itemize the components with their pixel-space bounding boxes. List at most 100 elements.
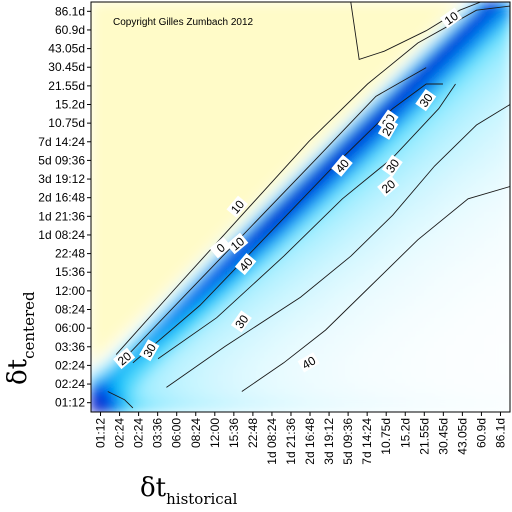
heatmap-cell xyxy=(170,177,182,189)
heatmap-cell xyxy=(300,197,312,208)
heatmap-cell xyxy=(460,285,471,296)
heatmap-cell xyxy=(260,167,272,179)
heatmap-cell xyxy=(480,80,491,91)
heatmap-cell xyxy=(450,89,461,101)
heatmap-cell xyxy=(190,324,202,335)
heatmap-cell xyxy=(450,177,461,189)
heatmap-cell xyxy=(140,197,152,208)
heatmap-cell xyxy=(280,226,292,237)
heatmap-cell xyxy=(200,187,212,198)
heatmap-cell xyxy=(280,89,292,101)
x-tick-label: 02:24 xyxy=(113,418,127,448)
heatmap-cell xyxy=(150,372,162,384)
heatmap-cell xyxy=(91,216,102,228)
heatmap-cell xyxy=(380,2,391,13)
heatmap-cell xyxy=(270,177,282,189)
heatmap-cell xyxy=(210,21,222,32)
heatmap-cell xyxy=(250,187,262,198)
heatmap-cell xyxy=(120,324,132,335)
heatmap-cell xyxy=(120,382,132,394)
heatmap-cell xyxy=(110,275,122,286)
heatmap-cell xyxy=(350,148,361,159)
x-tick-label: 21.55d xyxy=(417,418,431,455)
heatmap-cell xyxy=(180,167,192,179)
heatmap-cell xyxy=(450,402,461,412)
heatmap-cell xyxy=(380,21,391,32)
heatmap-cell xyxy=(250,177,262,189)
heatmap-cell xyxy=(250,324,262,335)
heatmap-cell xyxy=(500,89,510,101)
heatmap-cell xyxy=(100,119,112,130)
heatmap-cell xyxy=(130,304,142,315)
heatmap-cell xyxy=(180,382,192,394)
heatmap-cell xyxy=(91,255,102,267)
heatmap-cell xyxy=(200,60,212,71)
heatmap-cell xyxy=(390,31,401,42)
heatmap-cell xyxy=(130,353,142,364)
heatmap-cell xyxy=(400,89,411,101)
heatmap-cell xyxy=(410,80,421,91)
heatmap-cell xyxy=(450,265,461,276)
heatmap-cell xyxy=(360,50,371,62)
heatmap-cell xyxy=(350,343,361,355)
heatmap-cell xyxy=(350,60,361,71)
heatmap-cell xyxy=(100,80,112,91)
heatmap-cell xyxy=(390,314,401,325)
heatmap-cell xyxy=(420,392,431,403)
heatmap-cell xyxy=(480,158,491,169)
heatmap-cell xyxy=(500,2,510,13)
heatmap-cell xyxy=(250,207,262,218)
heatmap-cell xyxy=(380,99,391,110)
heatmap-cell xyxy=(420,285,431,296)
heatmap-cell xyxy=(430,314,441,325)
heatmap-cell xyxy=(100,50,112,62)
heatmap-cell xyxy=(100,109,112,120)
heatmap-cell xyxy=(190,148,202,159)
contour-label: 10 xyxy=(439,7,463,29)
heatmap-cell xyxy=(450,382,461,394)
heatmap-cell xyxy=(130,109,142,120)
heatmap-cell xyxy=(120,402,132,412)
heatmap-cell xyxy=(350,167,361,179)
heatmap-cell xyxy=(340,255,351,267)
heatmap-cell xyxy=(360,265,371,276)
heatmap-cell xyxy=(140,324,152,335)
heatmap-cell xyxy=(420,80,431,91)
heatmap-cell xyxy=(460,246,471,257)
heatmap-cell xyxy=(290,343,302,355)
heatmap-cell xyxy=(280,343,292,355)
heatmap-cell xyxy=(160,148,172,159)
heatmap-cell xyxy=(410,119,421,130)
heatmap-cell xyxy=(270,11,282,23)
heatmap-cell xyxy=(460,353,471,364)
heatmap-cell xyxy=(270,197,282,208)
heatmap-cell xyxy=(200,255,212,267)
heatmap-cell xyxy=(130,138,142,150)
heatmap-cell xyxy=(300,246,312,257)
heatmap-cell xyxy=(490,197,501,208)
heatmap-cell xyxy=(210,226,222,237)
heatmap-cell xyxy=(340,207,351,218)
heatmap-cell xyxy=(100,343,112,355)
heatmap-cell xyxy=(270,216,282,228)
heatmap-cell xyxy=(170,314,182,325)
heatmap-cell xyxy=(91,41,102,52)
heatmap-cell xyxy=(380,275,391,286)
heatmap-cell xyxy=(400,216,411,228)
heatmap-cell xyxy=(280,41,292,52)
heatmap-cell xyxy=(230,119,242,130)
heatmap-cell xyxy=(260,11,272,23)
heatmap-cell xyxy=(480,236,491,247)
heatmap-cell xyxy=(110,314,122,325)
heatmap-cell xyxy=(450,255,461,267)
heatmap-cell xyxy=(370,402,381,412)
x-axis-title-subscript: historical xyxy=(166,490,238,508)
heatmap-cell xyxy=(490,343,501,355)
heatmap-cell xyxy=(100,138,112,150)
heatmap-cell xyxy=(340,119,351,130)
heatmap-cell xyxy=(170,343,182,355)
heatmap-cell xyxy=(430,333,441,345)
heatmap-cell xyxy=(400,285,411,296)
heatmap-cell xyxy=(380,11,391,23)
heatmap-cell xyxy=(220,89,232,101)
